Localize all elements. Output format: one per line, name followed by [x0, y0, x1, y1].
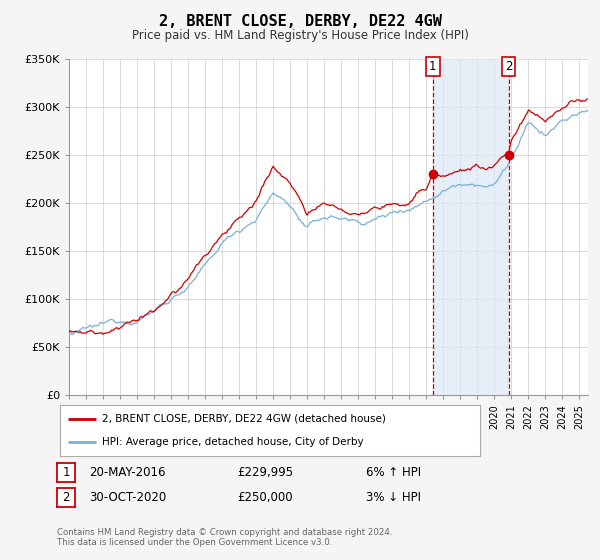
Text: £229,995: £229,995: [237, 466, 293, 479]
Text: 3% ↓ HPI: 3% ↓ HPI: [366, 491, 421, 505]
Text: 2, BRENT CLOSE, DERBY, DE22 4GW: 2, BRENT CLOSE, DERBY, DE22 4GW: [158, 14, 442, 29]
Text: HPI: Average price, detached house, City of Derby: HPI: Average price, detached house, City…: [102, 437, 364, 447]
Text: 1: 1: [62, 466, 70, 479]
Text: 30-OCT-2020: 30-OCT-2020: [89, 491, 166, 505]
Text: 1: 1: [429, 60, 437, 73]
Text: 20-MAY-2016: 20-MAY-2016: [89, 466, 166, 479]
Text: £250,000: £250,000: [237, 491, 293, 505]
Text: 2: 2: [62, 491, 70, 504]
Text: 6% ↑ HPI: 6% ↑ HPI: [366, 466, 421, 479]
Text: 2: 2: [505, 60, 512, 73]
Text: 2, BRENT CLOSE, DERBY, DE22 4GW (detached house): 2, BRENT CLOSE, DERBY, DE22 4GW (detache…: [102, 414, 386, 424]
Bar: [433, 59, 509, 395]
Text: Contains HM Land Registry data © Crown copyright and database right 2024.
This d: Contains HM Land Registry data © Crown c…: [57, 528, 392, 547]
Text: Price paid vs. HM Land Registry's House Price Index (HPI): Price paid vs. HM Land Registry's House …: [131, 29, 469, 42]
